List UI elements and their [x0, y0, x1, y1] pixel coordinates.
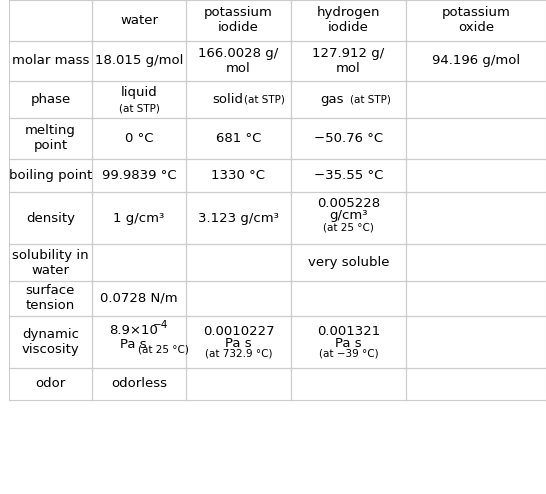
Text: 3.123 g/cm³: 3.123 g/cm³: [198, 211, 279, 225]
Text: (at STP): (at STP): [118, 103, 159, 114]
Text: Pa s: Pa s: [335, 336, 362, 350]
Text: 8.9×10: 8.9×10: [109, 324, 158, 337]
Text: 94.196 g/mol: 94.196 g/mol: [432, 54, 520, 67]
Text: melting
point: melting point: [25, 124, 76, 152]
Text: solid: solid: [212, 93, 243, 106]
Text: potassium
oxide: potassium oxide: [442, 6, 511, 34]
Text: potassium
iodide: potassium iodide: [204, 6, 273, 34]
Text: water: water: [120, 14, 158, 27]
Text: 99.9839 °C: 99.9839 °C: [102, 169, 176, 182]
Text: 127.912 g/
mol: 127.912 g/ mol: [312, 47, 385, 75]
Text: 0.0728 N/m: 0.0728 N/m: [100, 292, 178, 305]
Text: odorless: odorless: [111, 377, 167, 390]
Text: −35.55 °C: −35.55 °C: [314, 169, 383, 182]
Text: odor: odor: [35, 377, 66, 390]
Text: 0.001321: 0.001321: [317, 325, 380, 338]
Text: (at −39 °C): (at −39 °C): [319, 349, 378, 359]
Text: 681 °C: 681 °C: [216, 132, 261, 145]
Text: solubility in
water: solubility in water: [12, 248, 89, 277]
Text: 1330 °C: 1330 °C: [211, 169, 265, 182]
Text: dynamic
viscosity: dynamic viscosity: [22, 328, 79, 356]
Text: 166.0028 g/
mol: 166.0028 g/ mol: [198, 47, 278, 75]
Text: g/cm³: g/cm³: [329, 209, 368, 222]
Text: 0.005228: 0.005228: [317, 197, 380, 210]
Text: (at 732.9 °C): (at 732.9 °C): [205, 349, 272, 359]
Text: 0 °C: 0 °C: [125, 132, 153, 145]
Text: −50.76 °C: −50.76 °C: [314, 132, 383, 145]
Text: hydrogen
iodide: hydrogen iodide: [317, 6, 381, 34]
Text: 1 g/cm³: 1 g/cm³: [114, 211, 165, 225]
Text: (at STP): (at STP): [349, 94, 390, 105]
Text: (at STP): (at STP): [244, 94, 284, 105]
Text: molar mass: molar mass: [12, 54, 89, 67]
Text: −4: −4: [153, 320, 168, 330]
Text: Pa s: Pa s: [121, 337, 147, 351]
Text: 0.0010227: 0.0010227: [203, 325, 274, 338]
Text: density: density: [26, 211, 75, 225]
Text: very soluble: very soluble: [308, 256, 389, 269]
Text: (at 25 °C): (at 25 °C): [323, 223, 374, 233]
Text: surface
tension: surface tension: [26, 285, 75, 312]
Text: 18.015 g/mol: 18.015 g/mol: [95, 54, 183, 67]
Text: (at 25 °C): (at 25 °C): [138, 345, 189, 355]
Text: liquid: liquid: [121, 85, 157, 99]
Text: boiling point: boiling point: [9, 169, 92, 182]
Text: gas: gas: [321, 93, 344, 106]
Text: Pa s: Pa s: [225, 336, 252, 350]
Text: phase: phase: [31, 93, 70, 106]
